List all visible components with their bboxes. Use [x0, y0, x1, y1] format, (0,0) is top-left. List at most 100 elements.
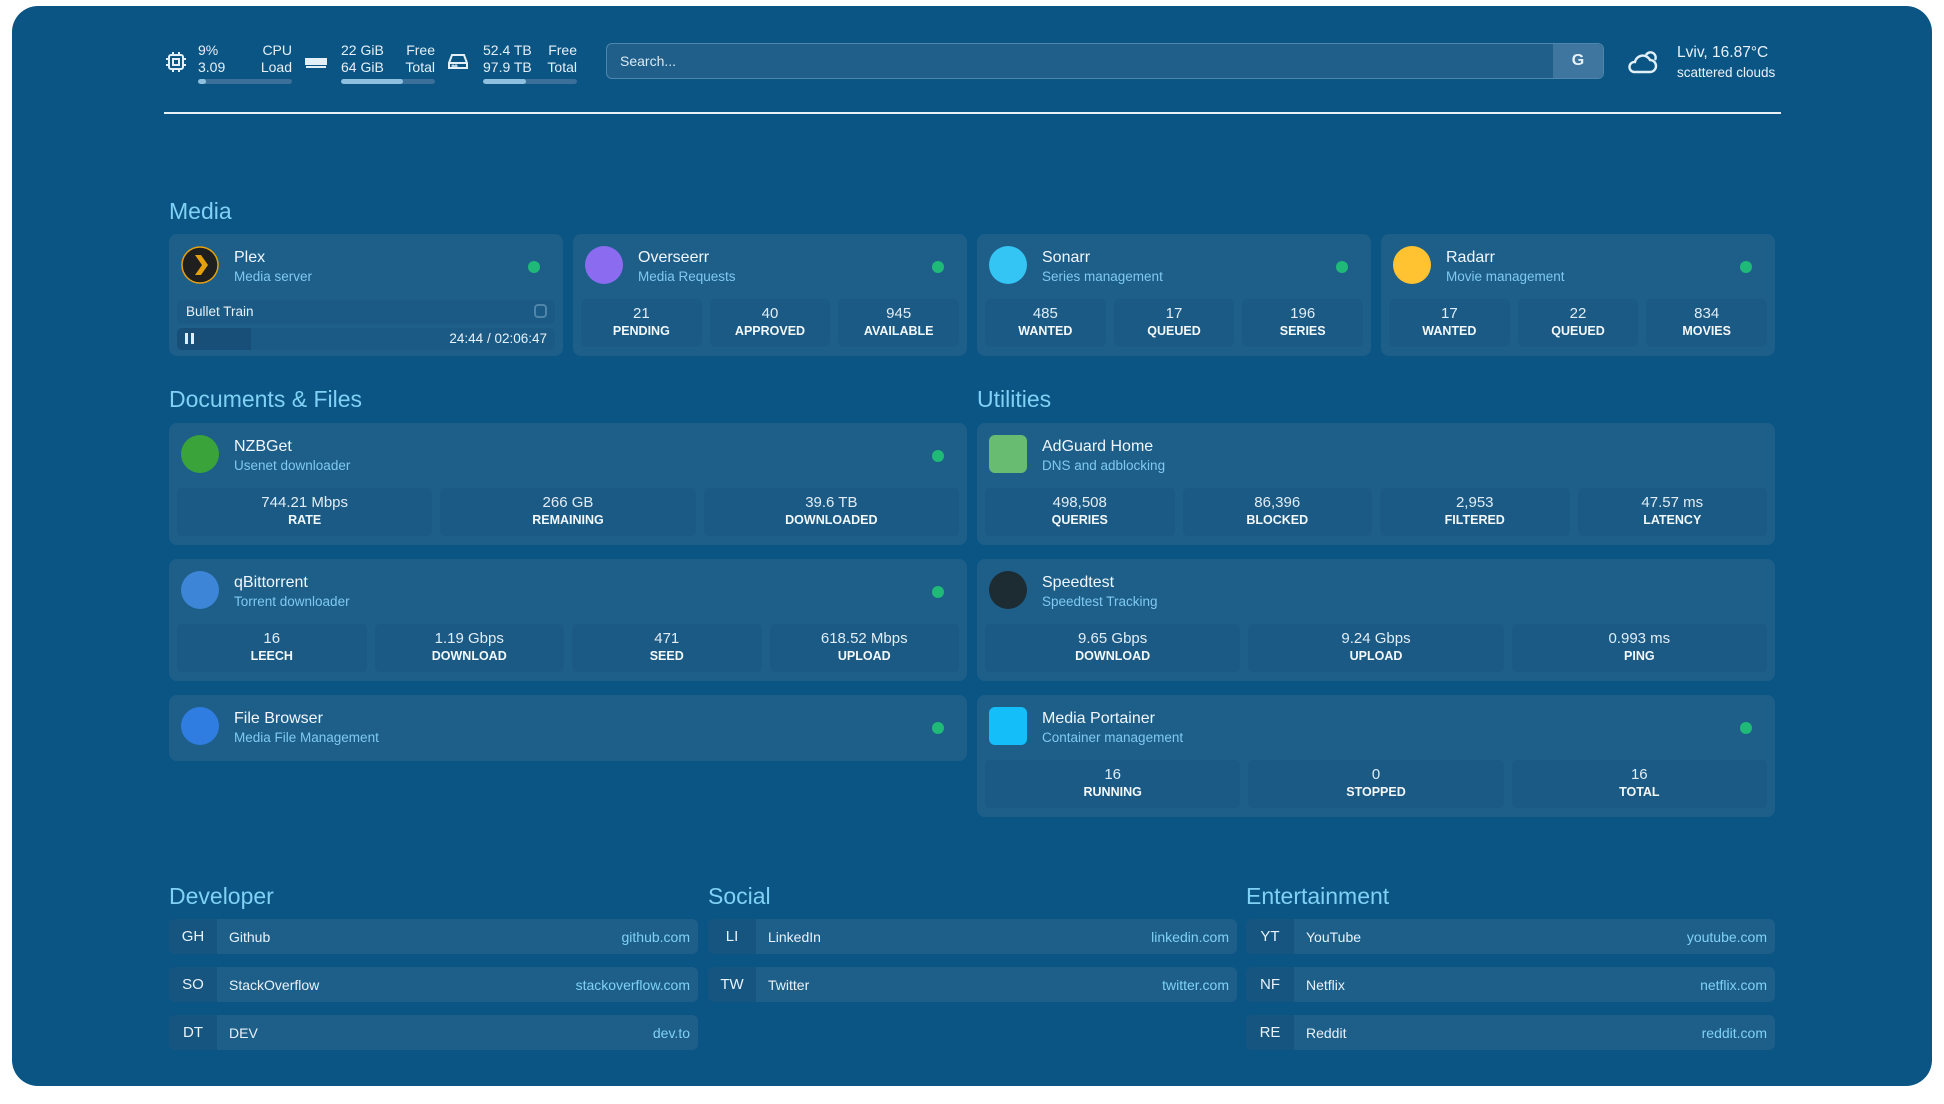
stat-stopped: 0 STOPPED	[1248, 760, 1504, 808]
stat-value: 196	[1290, 305, 1316, 322]
stat-value: 47.57 ms	[1641, 494, 1704, 511]
stat-value: 2,953	[1455, 494, 1494, 511]
bookmark-reddit[interactable]: RE Reddit reddit.com	[1246, 1015, 1775, 1050]
service-card-plex[interactable]: Plex Media server Bullet Train 24:44 / 0…	[169, 234, 563, 356]
stat-label: UPLOAD	[1349, 649, 1403, 663]
cpu-icon	[166, 52, 186, 72]
stat-leech: 16 LEECH	[177, 624, 367, 672]
bookmark-abbr: TW	[708, 967, 756, 1002]
bookmark-youtube[interactable]: YT YouTube youtube.com	[1246, 919, 1775, 954]
bookmark-name: DEV	[229, 1024, 258, 1041]
speedtest-icon	[989, 571, 1027, 609]
playback-bar[interactable]: 24:44 / 02:06:47	[177, 328, 555, 350]
total-label: Total	[547, 59, 577, 75]
weather-location: Lviv, 16.87°C	[1677, 44, 1769, 61]
bookmark-github[interactable]: GH Github github.com	[169, 919, 698, 954]
bookmark-link[interactable]: Reddit reddit.com	[1294, 1015, 1775, 1050]
bookmark-link[interactable]: Github github.com	[217, 919, 698, 954]
stat-remaining: 266 GB REMAINING	[440, 488, 696, 536]
search-bar: G	[606, 43, 1604, 79]
stat-value: 16	[1104, 766, 1121, 783]
service-name: Radarr	[1446, 249, 1495, 266]
service-card-speedtest[interactable]: Speedtest Speedtest Tracking 9.65 Gbps DOWN…	[977, 559, 1775, 681]
bookmark-abbr: RE	[1246, 1015, 1294, 1050]
stat-label: TOTAL	[1619, 785, 1660, 799]
service-card-sonarr[interactable]: Sonarr Series management 485 WANTED 17 QUEUED…	[977, 234, 1371, 356]
stat-total: 16 TOTAL	[1511, 760, 1767, 808]
bookmark-name: Reddit	[1306, 1024, 1347, 1041]
stat-label: DOWNLOADED	[785, 513, 878, 527]
disk-icon	[448, 54, 468, 69]
stat-label: DOWNLOAD	[1075, 649, 1151, 663]
stat-value: 40	[761, 305, 779, 322]
bookmark-link[interactable]: LinkedIn linkedin.com	[756, 919, 1237, 954]
bookmark-linkedin[interactable]: LI LinkedIn linkedin.com	[708, 919, 1237, 954]
bookmark-link[interactable]: StackOverflow stackoverflow.com	[217, 967, 698, 1002]
service-name: Media Portainer	[1042, 710, 1155, 727]
search-provider-button[interactable]: G	[1553, 44, 1603, 78]
section-entertainment: Entertainment	[1246, 883, 1390, 909]
stat-label: DOWNLOAD	[431, 649, 507, 663]
service-name: qBittorrent	[234, 574, 308, 591]
service-description: Speedtest Tracking	[1042, 594, 1158, 609]
stats-row: 485 WANTED 17 QUEUED 196 SERIES	[985, 299, 1364, 347]
stat-label: PENDING	[612, 324, 670, 338]
memory-total: 64 GiB	[341, 59, 384, 75]
service-card-qbittorrent[interactable]: qBittorrent Torrent downloader 16 LEECH 1.19…	[169, 559, 967, 681]
stat-queued: 22 QUEUED	[1517, 299, 1639, 347]
bookmark-netflix[interactable]: NF Netflix netflix.com	[1246, 967, 1775, 1002]
bookmark-name: Github	[229, 928, 271, 945]
stat-latency: 47.57 ms LATENCY	[1577, 488, 1767, 536]
bookmark-link[interactable]: DEV dev.to	[217, 1015, 698, 1050]
service-card-nzbget[interactable]: NZBGet Usenet downloader 744.21 Mbps RATE 26…	[169, 423, 967, 545]
stats-row: 9.65 Gbps DOWNLOAD 9.24 Gbps UPLOAD 0.993 ms…	[985, 624, 1767, 672]
bookmark-url: stackoverflow.com	[575, 976, 690, 993]
search-input[interactable]	[607, 53, 1553, 69]
settings-icon[interactable]	[534, 304, 547, 318]
bookmark-link[interactable]: Netflix netflix.com	[1294, 967, 1775, 1002]
cpu-load: 3.09	[198, 59, 226, 75]
service-card-radarr[interactable]: Radarr Movie management 17 WANTED 22 QUEUED 83…	[1381, 234, 1775, 356]
now-playing-title: Bullet Train	[186, 304, 254, 319]
bookmark-link[interactable]: Twitter twitter.com	[756, 967, 1237, 1002]
stat-label: LEECH	[250, 649, 293, 663]
stat-label: PING	[1624, 649, 1655, 663]
stat-upload: 618.52 Mbps UPLOAD	[769, 624, 959, 672]
portainer-icon	[989, 707, 1027, 745]
bookmark-url: twitter.com	[1162, 976, 1229, 993]
dashboard: 9% CPU 3.09 Load 22 GiB Free 64 GiB Total 52…	[12, 6, 1932, 1086]
stat-approved: 40 APPROVED	[709, 299, 831, 347]
filebrowser-icon	[181, 707, 219, 745]
service-card-overseerr[interactable]: Overseerr Media Requests 21 PENDING 40 APPROV…	[573, 234, 967, 356]
disk-total: 97.9 TB	[483, 59, 532, 75]
service-card-adguard[interactable]: AdGuard Home DNS and adblocking 498,508 QUE…	[977, 423, 1775, 545]
service-card-filebrowser[interactable]: File Browser Media File Management	[169, 695, 967, 761]
stat-label: QUEUED	[1147, 324, 1201, 338]
service-description: Usenet downloader	[234, 458, 351, 473]
stat-wanted: 17 WANTED	[1389, 299, 1510, 347]
service-card-portainer[interactable]: Media Portainer Container management 16 RUN…	[977, 695, 1775, 817]
stat-value: 834	[1694, 305, 1720, 322]
stat-value: 485	[1032, 305, 1058, 322]
bookmark-dev[interactable]: DT DEV dev.to	[169, 1015, 698, 1050]
bookmark-abbr: NF	[1246, 967, 1294, 1002]
stat-label: SEED	[649, 649, 684, 663]
stat-label: UPLOAD	[837, 649, 891, 663]
pause-icon[interactable]	[185, 333, 194, 344]
bookmark-stackoverflow[interactable]: SO StackOverflow stackoverflow.com	[169, 967, 698, 1002]
memory-icon	[305, 58, 327, 68]
stat-value: 498,508	[1052, 494, 1107, 511]
cpu-bar	[198, 79, 292, 84]
stat-value: 1.19 Gbps	[434, 630, 504, 647]
bookmark-link[interactable]: YouTube youtube.com	[1294, 919, 1775, 954]
cpu-percent: 9%	[198, 42, 219, 58]
sonarr-icon	[989, 246, 1027, 284]
service-description: Series management	[1042, 269, 1163, 284]
stat-movies: 834 MOVIES	[1646, 299, 1768, 347]
bookmark-twitter[interactable]: TW Twitter twitter.com	[708, 967, 1237, 1002]
section-documents: Documents & Files	[169, 386, 363, 412]
stat-label: AVAILABLE	[863, 324, 934, 338]
memory-widget: 22 GiB Free 64 GiB Total	[341, 42, 435, 90]
stat-value: 22	[1569, 305, 1587, 322]
bookmark-url: netflix.com	[1700, 976, 1767, 993]
